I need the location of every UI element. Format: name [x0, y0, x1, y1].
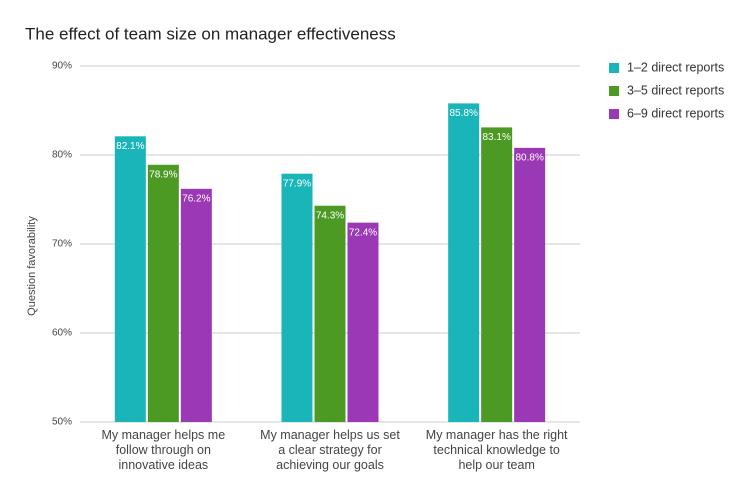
- value-label: 85.8%: [449, 108, 477, 119]
- value-label: 74.3%: [316, 210, 344, 221]
- legend-label: 3–5 direct reports: [627, 83, 724, 97]
- bar: [114, 136, 146, 422]
- value-label: 77.9%: [283, 178, 311, 189]
- bar: [314, 205, 346, 422]
- bar: [481, 127, 513, 422]
- value-label: 78.9%: [149, 169, 177, 180]
- legend-label: 1–2 direct reports: [627, 60, 724, 74]
- y-tick-label: 90%: [52, 61, 72, 72]
- chart-title: The effect of team size on manager effec…: [25, 24, 396, 43]
- value-label: 72.4%: [349, 227, 377, 238]
- value-label: 83.1%: [482, 132, 510, 143]
- bar: [180, 188, 212, 422]
- bar: [448, 103, 480, 422]
- x-tick-label-box: My manager helps us set a clear strategy…: [260, 428, 400, 472]
- value-label: 76.2%: [182, 193, 210, 204]
- bar: [514, 147, 546, 422]
- x-tick-label: My manager helps me follow through on in…: [101, 428, 226, 472]
- bar: [347, 222, 379, 422]
- y-tick-label: 70%: [52, 239, 72, 250]
- legend-swatch: [609, 86, 619, 96]
- value-label: 80.8%: [515, 153, 543, 164]
- x-tick-label-box: My manager has the right technical knowl…: [425, 428, 568, 472]
- legend-swatch: [609, 63, 619, 73]
- y-tick-label: 60%: [52, 328, 72, 339]
- y-axis-label: Question favorability: [26, 216, 38, 316]
- bar: [147, 164, 179, 423]
- x-tick-label: My manager helps us set a clear strategy…: [260, 428, 400, 472]
- x-tick-label-box: My manager helps me follow through on in…: [101, 428, 226, 472]
- legend-swatch: [609, 109, 619, 119]
- y-tick-label: 80%: [52, 150, 72, 161]
- legend-label: 6–9 direct reports: [627, 106, 724, 120]
- y-tick-label: 50%: [52, 417, 72, 428]
- bar: [281, 173, 313, 422]
- value-label: 82.1%: [116, 141, 144, 152]
- x-tick-label: My manager has the right technical knowl…: [425, 428, 568, 472]
